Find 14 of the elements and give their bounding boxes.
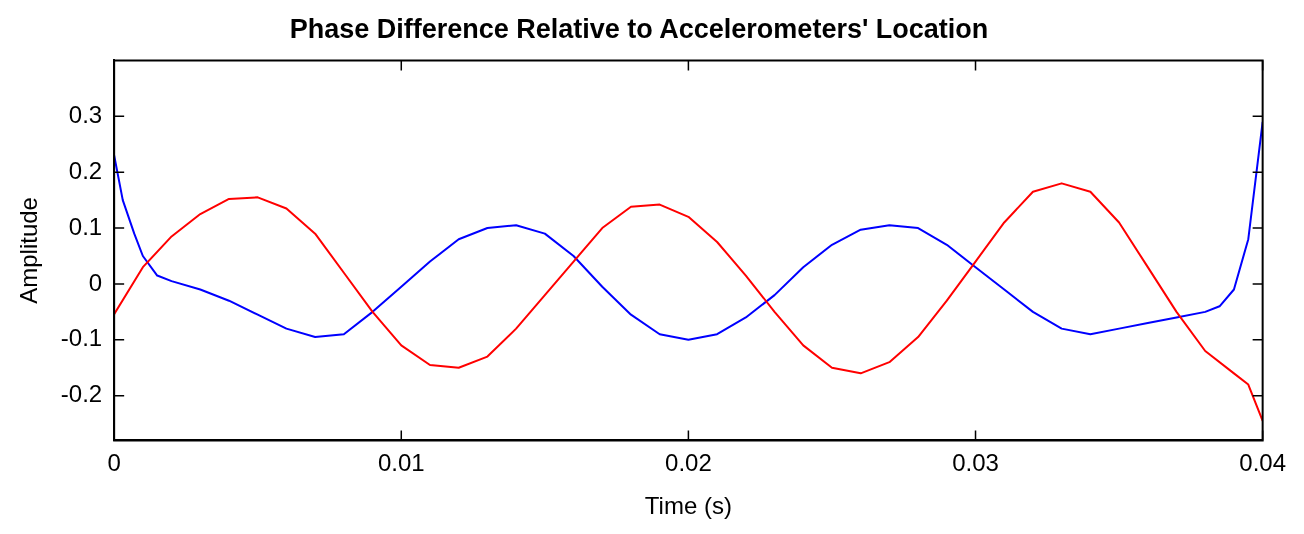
x-tick-label: 0.03: [952, 449, 999, 477]
y-tick-label: 0.2: [68, 156, 103, 184]
y-tick-label: 0.3: [68, 100, 103, 128]
x-tick-label: 0.01: [377, 449, 425, 477]
y-tick-label: -0.1: [60, 324, 103, 352]
y-tick-label: 0: [88, 268, 103, 296]
x-tick-label: 0.04: [1239, 449, 1286, 477]
y-tick-label: 0.1: [68, 212, 103, 240]
x-axis-title: Time (s): [644, 492, 732, 520]
y-tick-label: -0.2: [60, 380, 103, 408]
x-tick-label: 0.02: [665, 449, 712, 477]
y-axis-title: Amplitude: [15, 197, 43, 304]
x-tick-label: 0: [107, 449, 121, 477]
chart-title: Phase Difference Relative to Accelerometers' Location: [289, 13, 989, 44]
